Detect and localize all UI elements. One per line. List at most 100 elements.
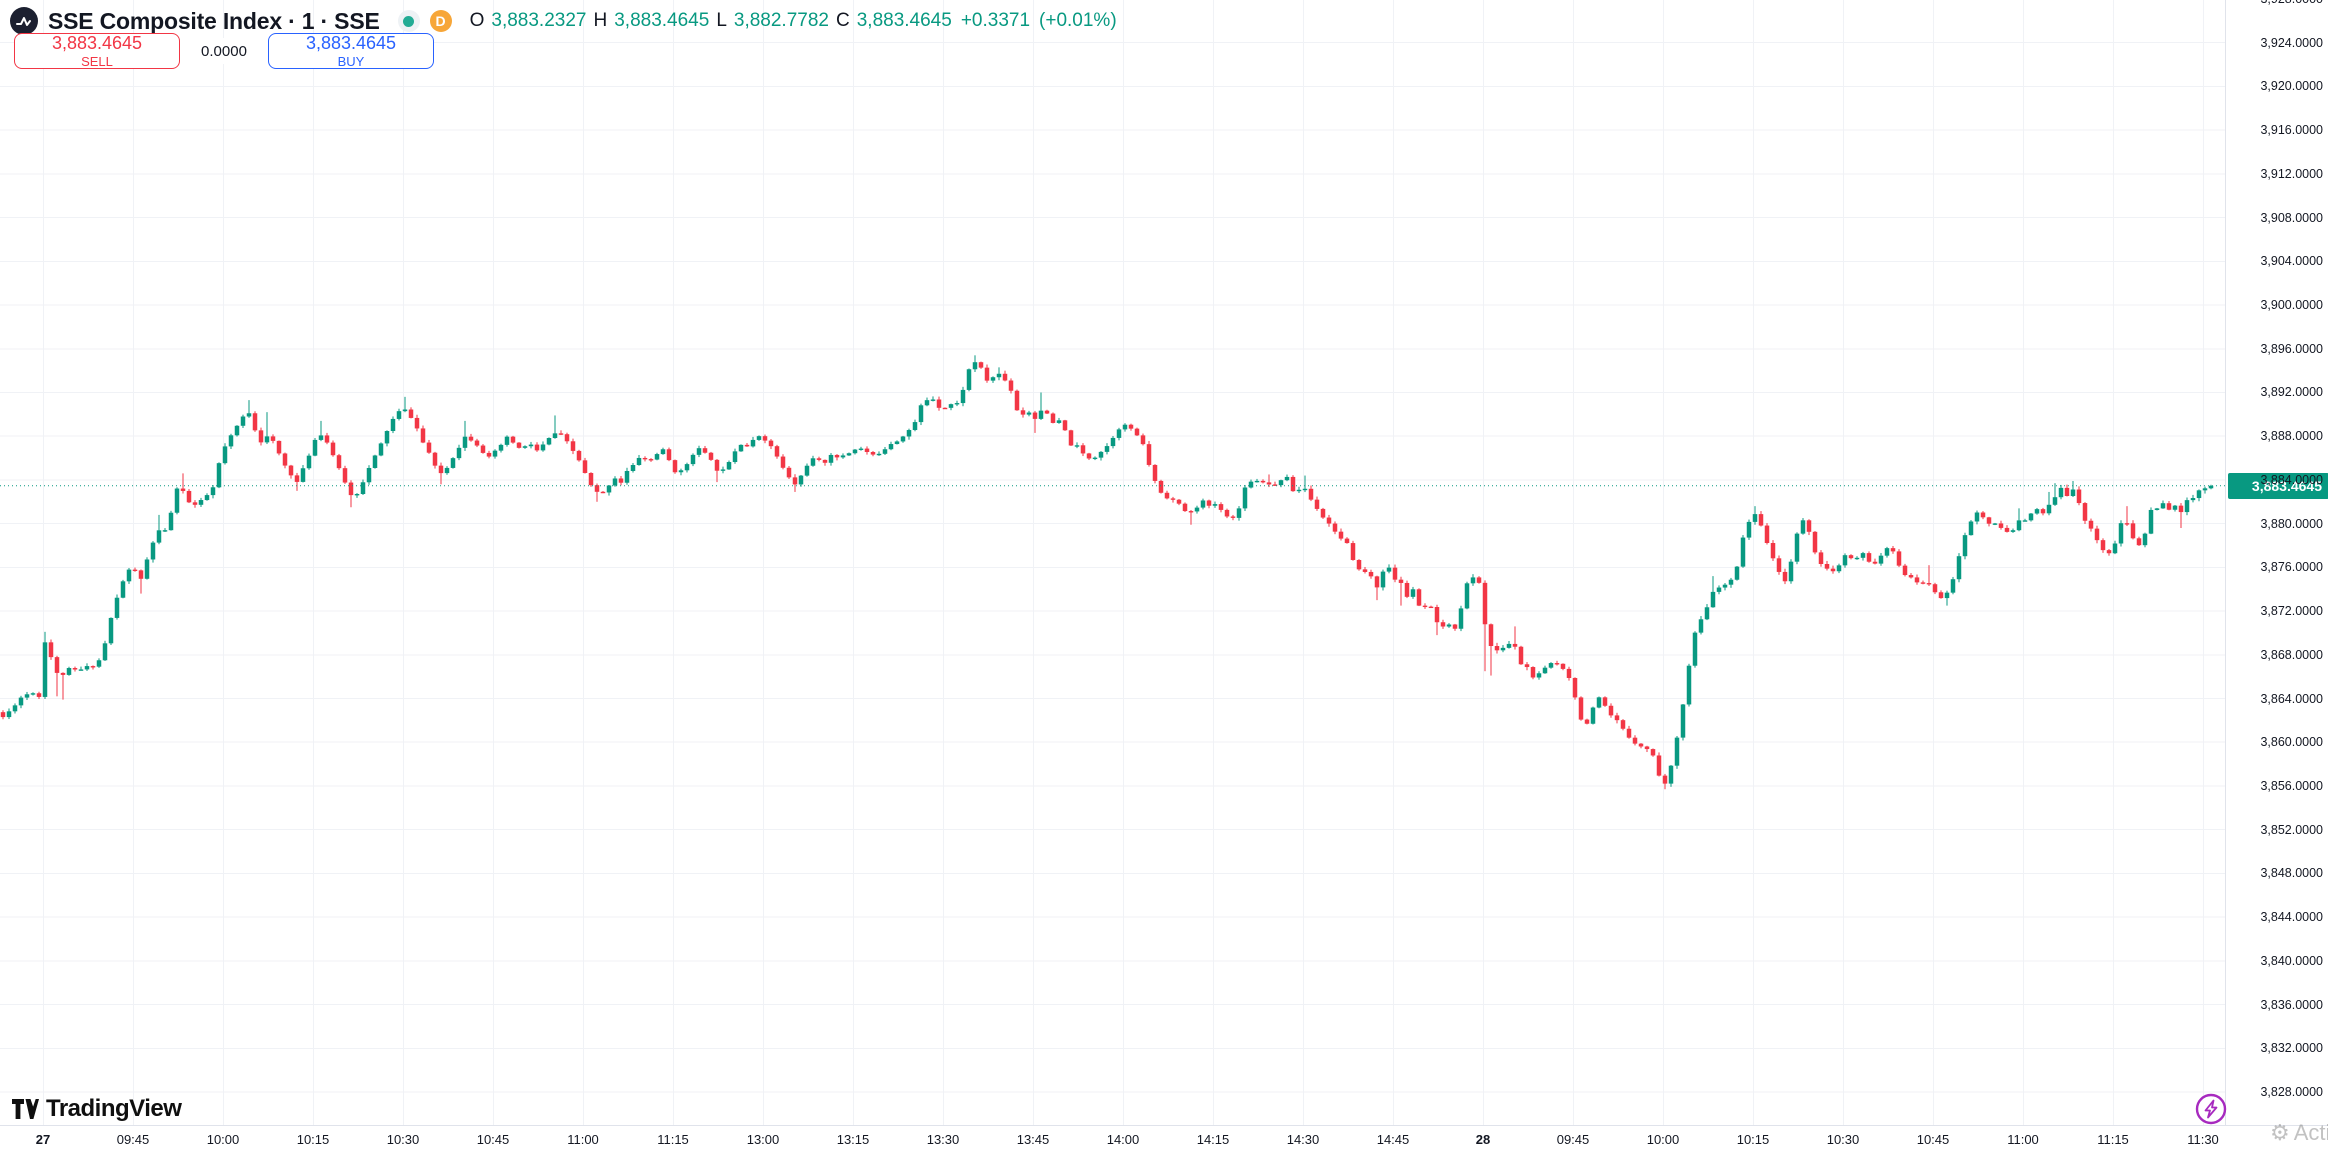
candle xyxy=(2016,520,2022,531)
candle xyxy=(1098,451,1104,458)
candle xyxy=(1218,504,1224,510)
candle xyxy=(1644,746,1650,750)
candle xyxy=(972,362,978,370)
candle xyxy=(930,399,936,401)
candle xyxy=(1092,457,1098,460)
candle xyxy=(1080,445,1086,454)
candle xyxy=(528,444,534,447)
candle-wick xyxy=(2180,503,2182,529)
candle xyxy=(318,435,324,440)
candle xyxy=(1224,509,1230,517)
candle xyxy=(2118,523,2124,544)
price-axis[interactable]: 3,883.4645 3,828.0000 3,832.0000 3,836.000… xyxy=(2225,0,2328,1125)
candle xyxy=(438,465,444,474)
candle xyxy=(822,459,828,463)
candle xyxy=(198,500,204,505)
candle xyxy=(1536,673,1542,678)
candle xyxy=(1770,542,1776,559)
candle-wick xyxy=(1874,558,1876,565)
candle xyxy=(1728,579,1734,585)
candle xyxy=(2196,490,2202,499)
candle xyxy=(18,697,24,706)
candle xyxy=(2130,523,2136,539)
candle xyxy=(1824,563,1830,569)
time-tick-label: 14:00 xyxy=(1106,1132,1140,1147)
candle xyxy=(1950,579,1956,593)
price-tick-label: 3,848.0000 xyxy=(2260,866,2323,881)
symbol-logo-icon[interactable] xyxy=(10,7,38,35)
candle xyxy=(1284,476,1290,481)
candle xyxy=(1986,517,1992,524)
candle xyxy=(996,373,1002,378)
candle xyxy=(216,463,222,488)
time-axis[interactable]: 27 09:45 10:00 10:15 10:30 10:45 11:00 11:15 13:… xyxy=(0,1125,2328,1154)
candle xyxy=(1254,480,1260,483)
candlestick-chart[interactable] xyxy=(0,0,2225,1125)
change-percent: (+0.01%) xyxy=(1039,10,1117,31)
buy-button[interactable]: 3,883.4645 BUY xyxy=(268,33,434,69)
candle xyxy=(444,467,450,474)
candle xyxy=(1332,523,1338,532)
data-mode-badge[interactable]: D xyxy=(429,10,452,32)
price-tick-label: 3,876.0000 xyxy=(2260,560,2323,575)
tradingview-logo-icon xyxy=(12,1099,39,1119)
candle xyxy=(1926,583,1932,585)
candle xyxy=(1158,480,1164,493)
candle xyxy=(1086,453,1092,459)
candle xyxy=(108,617,114,644)
candle xyxy=(1434,607,1440,623)
candle xyxy=(2076,489,2082,504)
candle xyxy=(534,444,540,451)
candle xyxy=(1710,591,1716,608)
candle xyxy=(2052,497,2058,505)
candle xyxy=(144,559,150,579)
market-status-chip[interactable] xyxy=(397,10,420,32)
candle-wick xyxy=(266,412,268,445)
sell-button[interactable]: 3,883.4645 SELL xyxy=(14,33,180,69)
candle xyxy=(2160,503,2166,509)
candle-wick xyxy=(1268,474,1270,488)
candle xyxy=(402,409,408,412)
buy-price: 3,883.4645 xyxy=(305,32,397,53)
time-tick-label: 14:30 xyxy=(1286,1132,1320,1147)
lightning-button[interactable] xyxy=(2194,1092,2228,1126)
candle xyxy=(936,399,942,408)
candle xyxy=(390,418,396,432)
candle xyxy=(1170,498,1176,500)
symbol-title[interactable]: SSE Composite Index · 1 · SSE xyxy=(48,7,380,34)
candle xyxy=(1794,533,1800,562)
candle-wick xyxy=(248,400,250,418)
candle xyxy=(990,377,996,381)
candle xyxy=(1134,428,1140,436)
candle xyxy=(1530,667,1536,678)
candle xyxy=(450,458,456,468)
candle-wick xyxy=(2024,518,2026,522)
candle xyxy=(948,404,954,408)
candle-wick xyxy=(1376,575,1378,601)
candle xyxy=(744,444,750,447)
candle xyxy=(1524,664,1530,668)
candle-wick xyxy=(554,415,556,439)
candle xyxy=(720,469,726,471)
candle xyxy=(1830,568,1836,572)
candle xyxy=(900,436,906,442)
activate-text: Activate xyxy=(2293,1120,2328,1145)
price-tick-label: 3,916.0000 xyxy=(2260,123,2323,138)
candle xyxy=(1920,582,1926,584)
candle xyxy=(1854,557,1860,560)
candle xyxy=(378,443,384,456)
candle xyxy=(726,462,732,470)
price-tick-label: 3,912.0000 xyxy=(2260,166,2323,181)
tradingview-watermark[interactable]: TradingView xyxy=(12,1094,182,1124)
candle xyxy=(1890,548,1896,552)
candle xyxy=(642,457,648,460)
candle xyxy=(1308,488,1314,500)
candle xyxy=(564,434,570,442)
time-tick-label: 09:45 xyxy=(1556,1132,1590,1147)
candle xyxy=(2184,500,2190,513)
candle xyxy=(696,448,702,455)
candle xyxy=(36,693,42,697)
candle xyxy=(1962,535,1968,557)
candle xyxy=(1242,487,1248,509)
candle xyxy=(1554,663,1560,665)
